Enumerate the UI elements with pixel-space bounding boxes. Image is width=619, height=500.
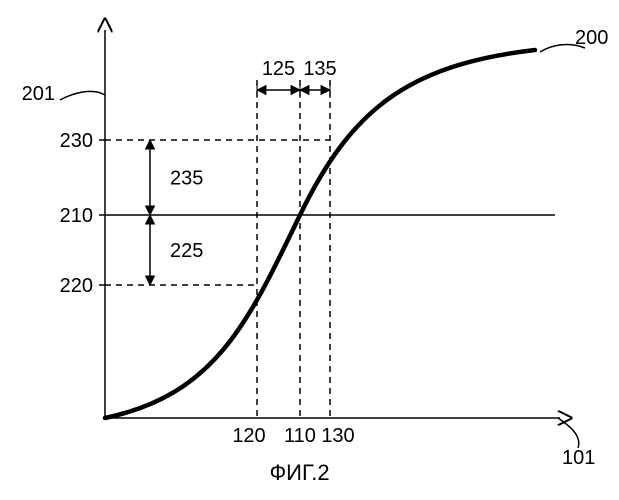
label-110: 110: [284, 425, 316, 447]
label-230: 230: [60, 130, 93, 152]
axes: [105, 30, 560, 418]
figure-svg: 230 210 220 235 225 120 110 130 125 135 …: [0, 0, 619, 500]
label-200: 200: [575, 27, 608, 49]
label-120: 120: [232, 425, 265, 447]
labels: 230 210 220 235 225 120 110 130 125 135 …: [22, 27, 609, 469]
label-210: 210: [60, 205, 93, 227]
label-135: 135: [303, 58, 336, 80]
label-220: 220: [60, 275, 93, 297]
curve-200: [105, 50, 535, 418]
label-225: 225: [170, 240, 203, 262]
y-ticks: [99, 140, 105, 285]
label-235: 235: [170, 168, 203, 190]
pointer-201: [60, 91, 105, 100]
x-dimension-arrows: [257, 80, 330, 98]
label-125: 125: [262, 58, 295, 80]
label-130: 130: [321, 425, 354, 447]
figure-caption: ФИГ.2: [269, 460, 329, 485]
label-101: 101: [562, 447, 595, 469]
label-201: 201: [22, 83, 55, 105]
pointer-101: [558, 418, 579, 448]
